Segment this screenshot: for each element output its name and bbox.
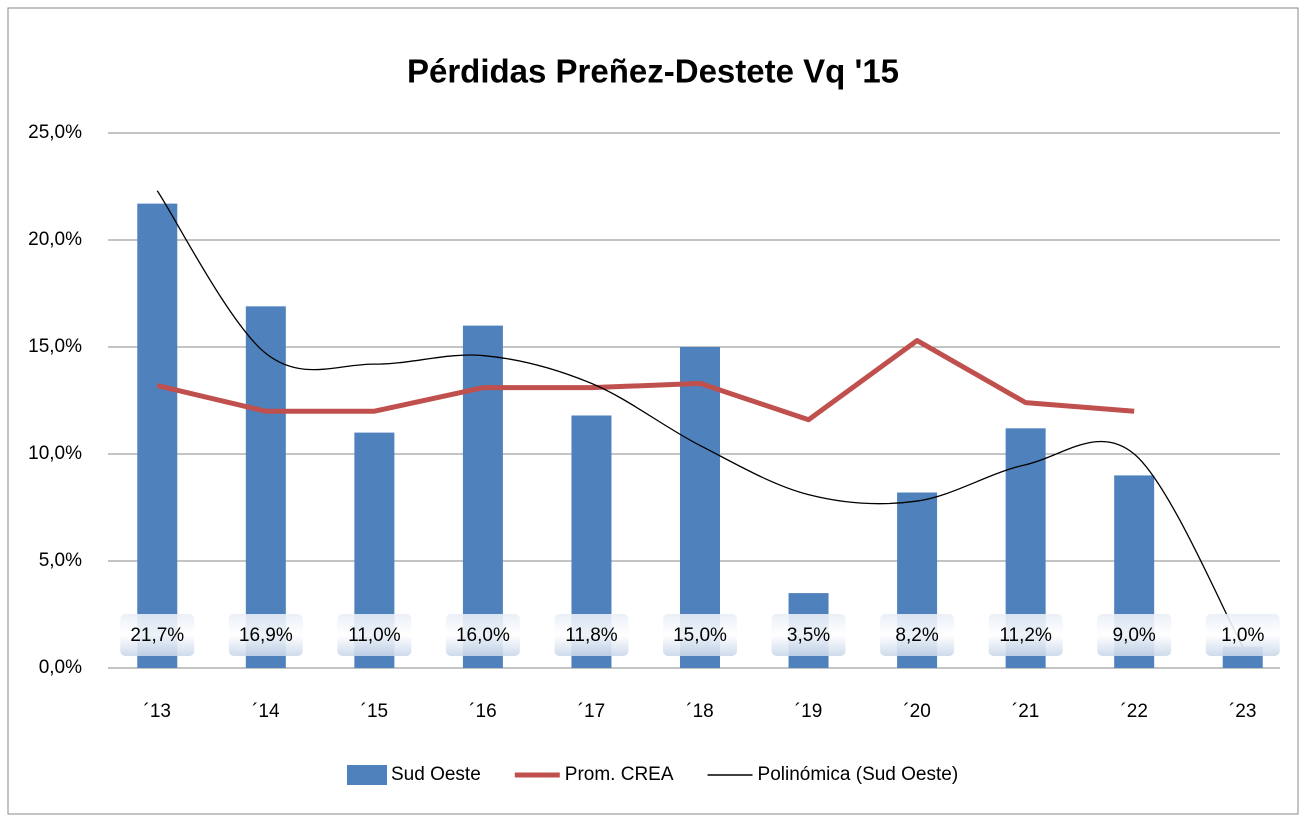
x-tick-label: ´18 (686, 701, 713, 722)
y-tick-label: 10,0% (28, 443, 82, 464)
x-tick-label: ´21 (1012, 701, 1039, 722)
data-label: 11,0% (348, 625, 401, 646)
line (156, 338, 1135, 423)
data-label: 21,7% (130, 625, 184, 646)
bar (137, 203, 178, 668)
data-label: 16,9% (239, 625, 293, 646)
x-tick-label: ´16 (469, 701, 496, 722)
data-label: 9,0% (1113, 625, 1156, 646)
legend-label: Sud Oeste (391, 764, 481, 785)
data-label-box (445, 614, 520, 656)
trendline (156, 190, 1244, 647)
legend-label: Polinómica (Sud Oeste) (758, 764, 959, 785)
data-label: 11,8% (565, 625, 618, 646)
data-label-box (120, 614, 195, 656)
x-tick-label: ´14 (252, 701, 280, 722)
chart-title: Pérdidas Preñez-Destete Vq '15 (407, 53, 899, 90)
data-label: 16,0% (456, 625, 510, 646)
data-label-box (1097, 614, 1172, 656)
data-label: 15,0% (673, 625, 727, 646)
data-label: 8,2% (895, 625, 938, 646)
chart-border (7, 7, 1299, 815)
data-label-box (554, 614, 629, 656)
data-label-box (663, 614, 737, 656)
data-label-box (771, 614, 846, 656)
x-tick-label: ´22 (1120, 701, 1147, 722)
x-tick-label: ´17 (578, 701, 605, 722)
y-tick-label: 25,0% (28, 122, 82, 143)
data-label-box (337, 614, 412, 656)
data-label-box (1205, 614, 1280, 656)
legend-label: Prom. CREA (565, 764, 674, 785)
bar (462, 325, 503, 668)
x-tick-label: ´20 (903, 701, 930, 722)
x-tick-label: ´13 (144, 701, 171, 722)
data-label-box (988, 614, 1063, 656)
legend-swatch (347, 765, 387, 785)
data-label-box (228, 614, 303, 656)
x-tick-label: ´15 (361, 701, 388, 722)
x-tick-label: ´23 (1229, 701, 1256, 722)
data-label: 1,0% (1221, 625, 1264, 646)
y-tick-label: 0,0% (39, 657, 82, 678)
data-label: 11,2% (999, 625, 1052, 646)
y-tick-label: 20,0% (28, 229, 82, 250)
y-tick-label: 5,0% (39, 550, 82, 571)
y-tick-label: 15,0% (28, 336, 82, 357)
data-label-box (880, 614, 955, 656)
x-tick-label: ´19 (795, 701, 822, 722)
data-label: 3,5% (787, 625, 830, 646)
bar (245, 306, 286, 668)
